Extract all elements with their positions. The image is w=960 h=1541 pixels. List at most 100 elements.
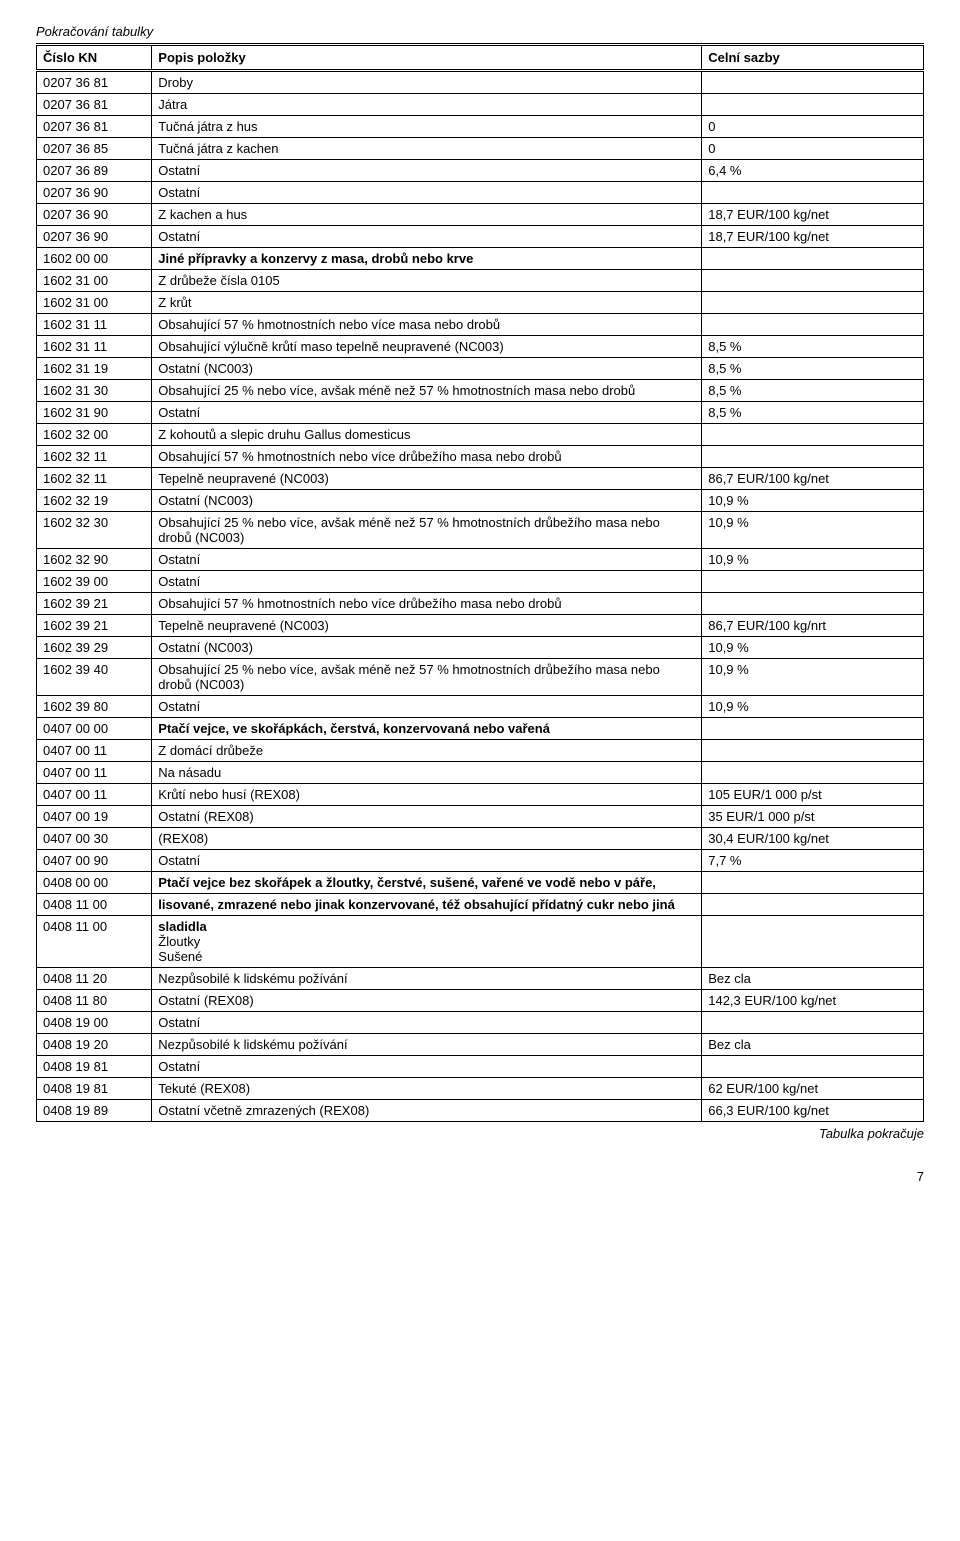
- cell-code: 0408 11 80: [37, 990, 152, 1012]
- cell-code: 1602 39 80: [37, 696, 152, 718]
- table-row: 1602 32 00Z kohoutů a slepic druhu Gallu…: [37, 424, 924, 446]
- cell-desc: Na násadu: [152, 762, 702, 784]
- cell-code: 0407 00 30: [37, 828, 152, 850]
- table-row: 1602 31 19Ostatní (NC003)8,5 %: [37, 358, 924, 380]
- cell-code: 1602 32 11: [37, 468, 152, 490]
- page-number: 7: [36, 1169, 924, 1184]
- cell-code: 1602 39 21: [37, 593, 152, 615]
- cell-code: 0408 00 00: [37, 872, 152, 894]
- cell-code: 0207 36 81: [37, 71, 152, 94]
- table-row: 1602 32 30Obsahující 25 % nebo více, avš…: [37, 512, 924, 549]
- table-row: 0407 00 30(REX08)30,4 EUR/100 kg/net: [37, 828, 924, 850]
- cell-desc: Ptačí vejce bez skořápek a žloutky, čers…: [152, 872, 702, 894]
- table-row: 1602 31 11Obsahující 57 % hmotnostních n…: [37, 314, 924, 336]
- cell-code: 1602 39 21: [37, 615, 152, 637]
- table-row: 1602 39 40Obsahující 25 % nebo více, avš…: [37, 659, 924, 696]
- table-row: 0407 00 90Ostatní7,7 %: [37, 850, 924, 872]
- cell-desc: Obsahující 25 % nebo více, avšak méně ne…: [152, 512, 702, 549]
- cell-rate: 8,5 %: [702, 358, 924, 380]
- table-continuation-label: Pokračování tabulky: [36, 24, 924, 39]
- cell-desc: Nezpůsobilé k lidskému požívání: [152, 1034, 702, 1056]
- table-row: 0407 00 11Na násadu: [37, 762, 924, 784]
- cell-code: 1602 31 30: [37, 380, 152, 402]
- cell-rate: [702, 1012, 924, 1034]
- cell-desc: Z drůbeže čísla 0105: [152, 270, 702, 292]
- cell-rate: Bez cla: [702, 968, 924, 990]
- cell-desc: Ostatní: [152, 402, 702, 424]
- cell-desc: Ostatní: [152, 226, 702, 248]
- cell-code: 0407 00 00: [37, 718, 152, 740]
- table-row: 1602 00 00Jiné přípravky a konzervy z ma…: [37, 248, 924, 270]
- cell-desc: Ostatní: [152, 549, 702, 571]
- cell-rate: 10,9 %: [702, 549, 924, 571]
- cell-rate: [702, 292, 924, 314]
- table-row: 0408 00 00Ptačí vejce bez skořápek a žlo…: [37, 872, 924, 894]
- cell-desc: Obsahující 25 % nebo více, avšak méně ne…: [152, 659, 702, 696]
- table-row: 1602 31 00Z krůt: [37, 292, 924, 314]
- table-row: 0207 36 90Ostatní: [37, 182, 924, 204]
- table-row: 0207 36 81Játra: [37, 94, 924, 116]
- cell-desc: Ostatní: [152, 1056, 702, 1078]
- table-row: 0408 11 00sladidlaŽloutkySušené: [37, 916, 924, 968]
- cell-rate: [702, 1056, 924, 1078]
- cell-desc: Obsahující 57 % hmotnostních nebo více d…: [152, 593, 702, 615]
- cell-rate: [702, 94, 924, 116]
- cell-desc: Tekuté (REX08): [152, 1078, 702, 1100]
- cell-code: 0407 00 90: [37, 850, 152, 872]
- cell-code: 0408 19 20: [37, 1034, 152, 1056]
- table-row: 0408 11 80Ostatní (REX08)142,3 EUR/100 k…: [37, 990, 924, 1012]
- cell-desc: Tučná játra z kachen: [152, 138, 702, 160]
- cell-desc: Ostatní (NC003): [152, 490, 702, 512]
- table-row: 1602 39 29Ostatní (NC003)10,9 %: [37, 637, 924, 659]
- cell-code: 1602 31 00: [37, 292, 152, 314]
- cell-rate: [702, 894, 924, 916]
- cell-desc: Obsahující 57 % hmotnostních nebo více m…: [152, 314, 702, 336]
- cell-desc: Z kachen a hus: [152, 204, 702, 226]
- table-header-row: Číslo KN Popis položky Celní sazby: [37, 45, 924, 71]
- table-row: 1602 39 21Tepelně neupravené (NC003)86,7…: [37, 615, 924, 637]
- cell-desc: Krůtí nebo husí (REX08): [152, 784, 702, 806]
- cell-rate: 10,9 %: [702, 696, 924, 718]
- table-row: 0407 00 11Krůtí nebo husí (REX08)105 EUR…: [37, 784, 924, 806]
- cell-desc: Ptačí vejce, ve skořápkách, čerstvá, kon…: [152, 718, 702, 740]
- cell-rate: [702, 270, 924, 292]
- table-row: 1602 31 90Ostatní8,5 %: [37, 402, 924, 424]
- cell-rate: 10,9 %: [702, 490, 924, 512]
- cell-rate: [702, 718, 924, 740]
- table-row: 1602 32 90Ostatní10,9 %: [37, 549, 924, 571]
- cell-rate: 35 EUR/1 000 p/st: [702, 806, 924, 828]
- table-row: 0408 11 20Nezpůsobilé k lidskému požíván…: [37, 968, 924, 990]
- cell-desc: Z domácí drůbeže: [152, 740, 702, 762]
- cell-rate: 18,7 EUR/100 kg/net: [702, 204, 924, 226]
- table-row: 0207 36 89Ostatní6,4 %: [37, 160, 924, 182]
- table-row: 0407 00 11Z domácí drůbeže: [37, 740, 924, 762]
- cell-rate: 10,9 %: [702, 512, 924, 549]
- cell-desc: Ostatní: [152, 182, 702, 204]
- table-row: 0207 36 90Ostatní18,7 EUR/100 kg/net: [37, 226, 924, 248]
- cell-desc: Tučná játra z hus: [152, 116, 702, 138]
- table-row: 1602 39 00Ostatní: [37, 571, 924, 593]
- cell-code: 1602 32 00: [37, 424, 152, 446]
- table-row: 0207 36 81Droby: [37, 71, 924, 94]
- cell-rate: 105 EUR/1 000 p/st: [702, 784, 924, 806]
- cell-rate: [702, 916, 924, 968]
- cell-code: 0407 00 11: [37, 762, 152, 784]
- table-row: 1602 31 11Obsahující výlučně krůtí maso …: [37, 336, 924, 358]
- cell-desc: Obsahující výlučně krůtí maso tepelně ne…: [152, 336, 702, 358]
- cell-rate: 0: [702, 138, 924, 160]
- cell-code: 0207 36 90: [37, 226, 152, 248]
- cell-code: 1602 31 19: [37, 358, 152, 380]
- cell-rate: 8,5 %: [702, 380, 924, 402]
- cell-rate: 6,4 %: [702, 160, 924, 182]
- table-row: 0207 36 81Tučná játra z hus0: [37, 116, 924, 138]
- cell-code: 1602 32 30: [37, 512, 152, 549]
- cell-code: 1602 31 11: [37, 314, 152, 336]
- table-row: 0408 19 81Ostatní: [37, 1056, 924, 1078]
- cell-rate: [702, 762, 924, 784]
- table-row: 1602 39 21Obsahující 57 % hmotnostních n…: [37, 593, 924, 615]
- cell-desc: Nezpůsobilé k lidskému požívání: [152, 968, 702, 990]
- cell-rate: 62 EUR/100 kg/net: [702, 1078, 924, 1100]
- table-row: 0408 19 20Nezpůsobilé k lidskému požíván…: [37, 1034, 924, 1056]
- table-row: 0207 36 85Tučná játra z kachen0: [37, 138, 924, 160]
- cell-rate: Bez cla: [702, 1034, 924, 1056]
